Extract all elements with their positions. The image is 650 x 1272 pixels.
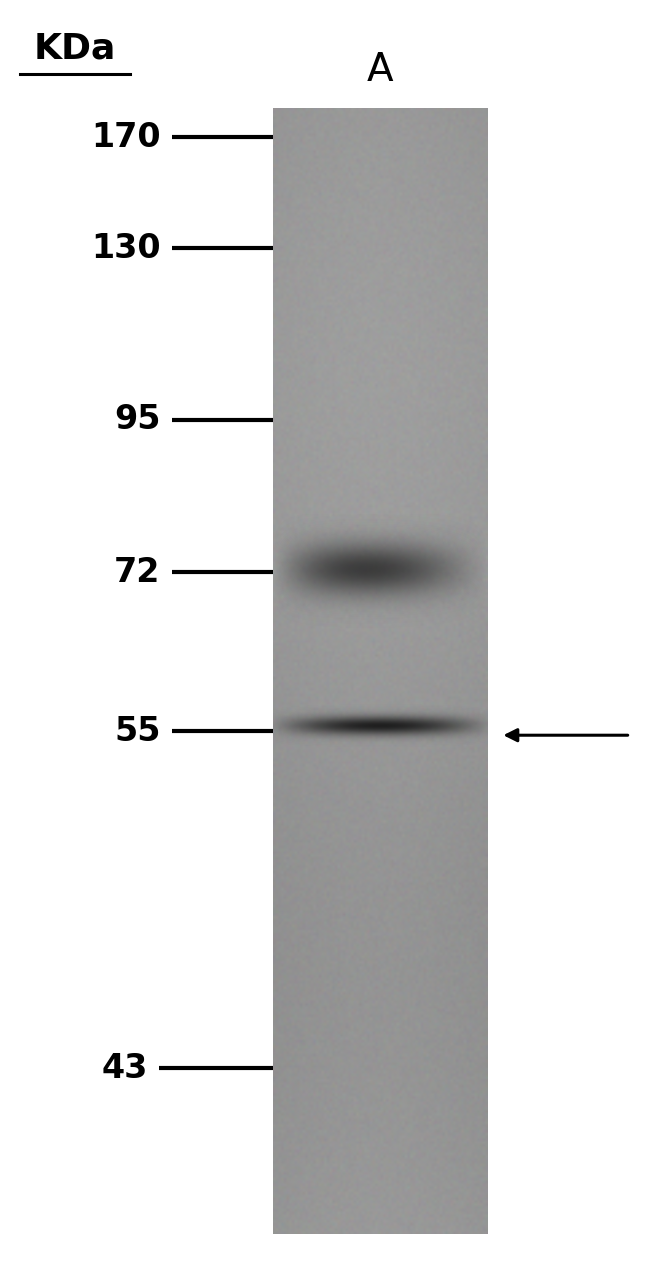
Text: 72: 72	[114, 556, 161, 589]
Text: 55: 55	[114, 715, 161, 748]
Text: 170: 170	[91, 121, 161, 154]
Text: 43: 43	[101, 1052, 148, 1085]
Text: KDa: KDa	[34, 32, 116, 65]
Text: A: A	[367, 51, 393, 89]
Text: 130: 130	[91, 232, 161, 265]
Text: 95: 95	[114, 403, 161, 436]
